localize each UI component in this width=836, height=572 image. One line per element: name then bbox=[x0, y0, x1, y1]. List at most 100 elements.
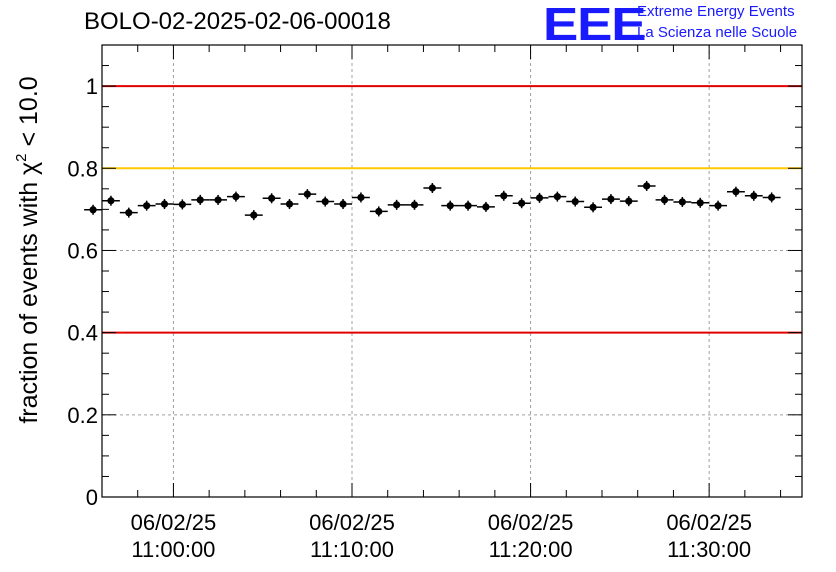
data-point bbox=[84, 204, 102, 215]
data-point-marker bbox=[89, 206, 97, 214]
data-point bbox=[209, 194, 227, 205]
x-tick-label-time: 11:00:00 bbox=[131, 537, 215, 562]
data-point bbox=[441, 200, 460, 211]
data-point bbox=[691, 197, 710, 208]
axis-labels: 00.20.40.60.8106/02/2511:00:0006/02/2511… bbox=[67, 74, 752, 562]
data-point-marker bbox=[375, 207, 383, 216]
data-point bbox=[762, 192, 781, 203]
data-point bbox=[316, 196, 335, 207]
data-point-marker bbox=[107, 197, 115, 205]
data-point-marker bbox=[571, 197, 579, 206]
data-point-marker bbox=[535, 194, 544, 202]
grid-lines bbox=[102, 45, 802, 497]
data-point-marker bbox=[553, 193, 561, 201]
data-point-marker bbox=[768, 193, 776, 202]
data-point-marker bbox=[160, 200, 169, 208]
data-point-marker bbox=[357, 193, 365, 202]
data-point-marker bbox=[214, 196, 222, 204]
data-point bbox=[262, 193, 281, 204]
data-point bbox=[530, 192, 549, 203]
data-point bbox=[744, 190, 763, 201]
y-tick-label: 0 bbox=[86, 485, 98, 510]
data-point-marker bbox=[196, 196, 204, 204]
x-tick-label-time: 11:20:00 bbox=[489, 537, 573, 562]
data-point-marker bbox=[464, 202, 472, 210]
data-point-marker bbox=[714, 202, 722, 210]
data-point bbox=[727, 186, 745, 197]
y-axis-label-sup: 2 bbox=[13, 153, 30, 161]
data-point bbox=[191, 194, 210, 205]
data-point bbox=[602, 194, 620, 205]
data-point-marker bbox=[482, 203, 490, 211]
data-point bbox=[512, 198, 531, 209]
data-points bbox=[84, 180, 781, 221]
y-tick-label: 1 bbox=[86, 74, 98, 99]
y-axis-label-prefix: fraction of events with χ bbox=[15, 162, 43, 424]
data-point-marker bbox=[410, 201, 419, 209]
data-point-marker bbox=[607, 195, 615, 203]
data-point-marker bbox=[696, 199, 704, 207]
data-point bbox=[655, 194, 674, 205]
y-axis-label: fraction of events with χ2 < 10.0 bbox=[13, 76, 43, 423]
data-point-marker bbox=[143, 202, 151, 210]
eee-logo: EEE bbox=[543, 0, 647, 50]
y-tick-label: 0.4 bbox=[67, 321, 98, 346]
data-point-marker bbox=[339, 200, 347, 208]
chart-title: BOLO-02-2025-02-06-00018 bbox=[84, 8, 391, 35]
data-point bbox=[584, 202, 602, 213]
x-tick-label-date: 06/02/25 bbox=[666, 510, 752, 535]
data-point bbox=[227, 191, 245, 202]
data-point bbox=[387, 199, 406, 210]
data-point-marker bbox=[750, 192, 758, 200]
data-point-marker bbox=[428, 184, 436, 192]
data-point bbox=[102, 195, 120, 206]
y-tick-label: 0.8 bbox=[67, 156, 98, 181]
data-point-marker bbox=[660, 196, 669, 204]
data-point-marker bbox=[268, 194, 276, 202]
data-point bbox=[137, 200, 156, 211]
plot-border bbox=[101, 44, 803, 498]
data-point bbox=[155, 199, 174, 210]
data-point-marker bbox=[303, 190, 311, 198]
data-point bbox=[673, 196, 692, 207]
data-point-marker bbox=[321, 197, 329, 206]
data-point-marker bbox=[232, 193, 240, 201]
x-tick-label-time: 11:30:00 bbox=[667, 537, 751, 562]
plot-frame bbox=[101, 44, 803, 498]
data-point bbox=[637, 180, 656, 191]
data-point bbox=[280, 199, 299, 210]
data-point-marker bbox=[643, 182, 651, 190]
data-point-marker bbox=[250, 211, 258, 219]
data-point bbox=[477, 201, 495, 212]
data-point bbox=[334, 199, 352, 210]
data-point bbox=[405, 199, 424, 210]
data-point-marker bbox=[125, 209, 133, 217]
y-tick-label: 0.2 bbox=[67, 403, 98, 428]
data-point bbox=[119, 207, 138, 218]
data-point bbox=[244, 210, 263, 221]
y-tick-label: 0.6 bbox=[67, 238, 98, 263]
data-point bbox=[298, 189, 317, 200]
data-point bbox=[566, 196, 585, 207]
reference-lines bbox=[102, 85, 802, 334]
data-point-marker bbox=[518, 199, 526, 207]
data-point-marker bbox=[625, 197, 633, 205]
data-point-marker bbox=[178, 200, 186, 209]
data-point bbox=[494, 190, 513, 201]
x-tick-label-time: 11:10:00 bbox=[310, 537, 394, 562]
data-point-marker bbox=[589, 203, 597, 211]
data-point bbox=[352, 192, 370, 203]
data-point-marker bbox=[285, 200, 294, 208]
data-point bbox=[709, 200, 727, 211]
x-tick-label-date: 06/02/25 bbox=[131, 510, 217, 535]
logo-subtitle-line2: La Scienza nelle Scuole bbox=[637, 24, 798, 41]
x-tick-label-date: 06/02/25 bbox=[309, 510, 395, 535]
data-point bbox=[459, 200, 477, 211]
data-point-marker bbox=[393, 201, 401, 209]
x-tick-label-date: 06/02/25 bbox=[488, 510, 574, 535]
data-point bbox=[423, 182, 442, 193]
data-point bbox=[548, 191, 567, 202]
data-point-marker bbox=[446, 202, 454, 210]
data-point-marker bbox=[500, 192, 508, 200]
